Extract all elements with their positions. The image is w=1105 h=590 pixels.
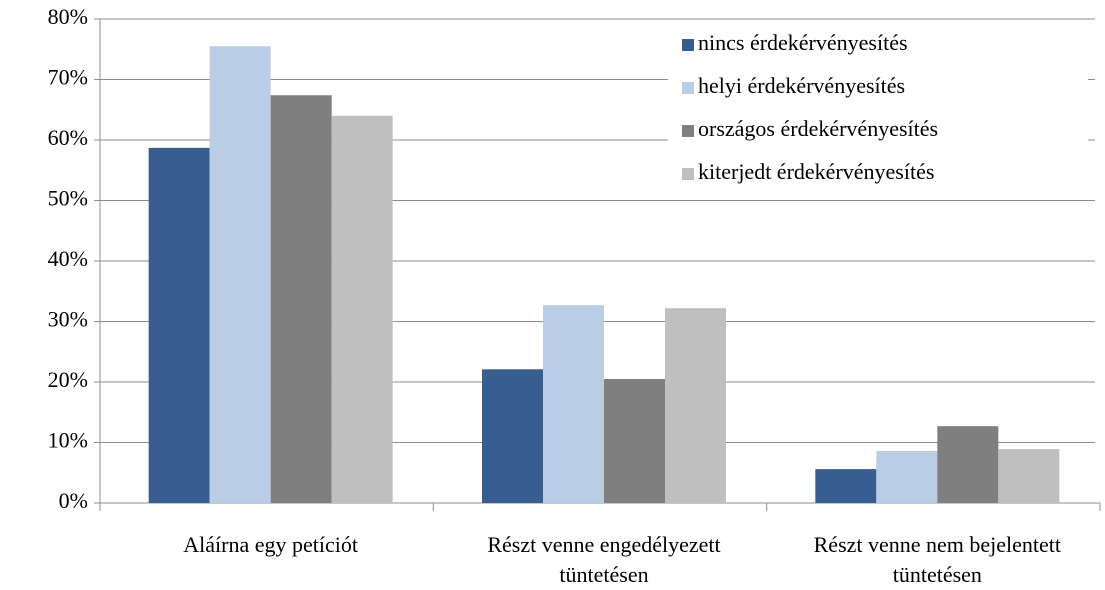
bar: [331, 115, 393, 504]
legend-background: [668, 23, 1088, 199]
legend-label: nincs érdekérvényesítés: [698, 30, 908, 55]
y-tick-label: 10%: [48, 428, 88, 453]
y-tick-label: 30%: [48, 307, 88, 332]
y-tick-label: 20%: [48, 367, 88, 392]
bar: [148, 147, 210, 504]
y-tick-label: 80%: [48, 4, 88, 29]
bar: [482, 369, 543, 503]
bar: [270, 95, 332, 503]
legend-label: országos érdekérvényesítés: [698, 116, 938, 141]
legend-label: kiterjedt érdekérvényesítés: [698, 159, 934, 184]
legend-swatch: [682, 168, 694, 180]
bar: [876, 450, 938, 503]
y-tick-label: 70%: [48, 65, 88, 90]
x-tick-label: Részt venne nem bejelentett tüntetésen: [813, 532, 1062, 587]
y-tick-label: 50%: [48, 186, 88, 211]
bar: [815, 469, 877, 503]
legend-label: helyi érdekérvényesítés: [698, 73, 905, 98]
x-tick-label: Részt venne engedélyezett tüntetésen: [487, 532, 721, 587]
bar: [665, 308, 726, 503]
legend-swatch: [682, 125, 694, 137]
x-tick-label: Aláírna egy petíciót: [183, 532, 359, 557]
legend-swatch: [682, 39, 694, 51]
y-tick-label: 40%: [48, 246, 88, 271]
bar: [543, 305, 604, 503]
bar: [209, 46, 271, 503]
legend-swatch: [682, 82, 694, 94]
bar: [604, 378, 665, 503]
bar: [937, 426, 999, 503]
y-tick-label: 0%: [59, 488, 88, 513]
y-tick-label: 60%: [48, 125, 88, 150]
bar: [998, 449, 1060, 503]
